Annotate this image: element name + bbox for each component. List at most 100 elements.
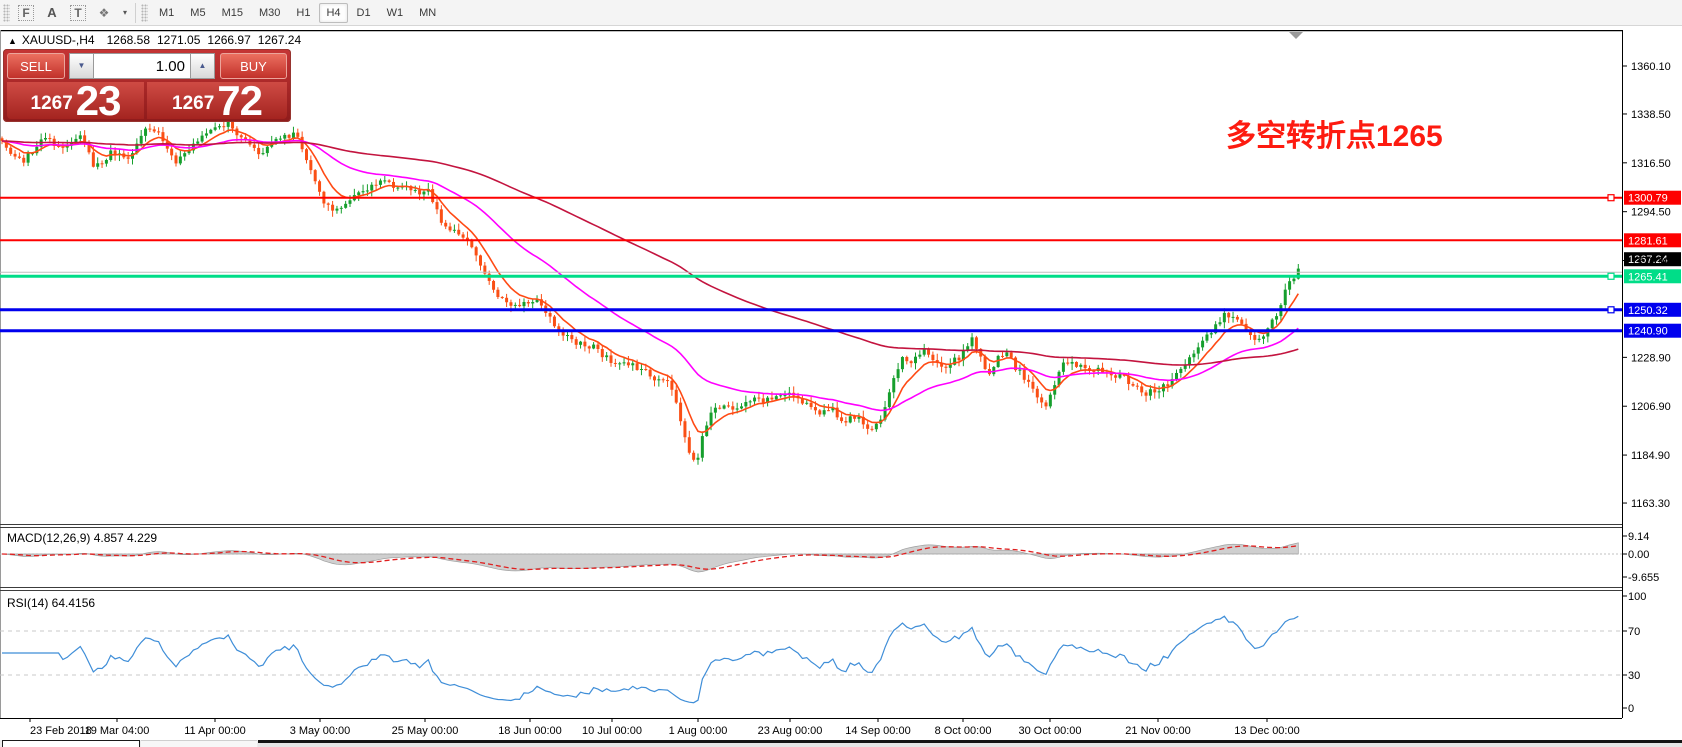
buy-price-big-digits: 72 xyxy=(217,77,263,124)
time-tick-label: 11 Apr 00:00 xyxy=(184,725,246,737)
rsi-line xyxy=(2,615,1299,704)
price-tag-label: 1300.79 xyxy=(1628,193,1668,205)
rsi-tick-label: 0 xyxy=(1628,703,1634,715)
hline-handle[interactable] xyxy=(1607,272,1615,280)
arrows-dropdown-icon[interactable]: ▾ xyxy=(122,8,127,17)
price-tick-label: 1294.50 xyxy=(1631,207,1671,219)
macd-signal-line xyxy=(1,544,1299,571)
sell-price-big-digits: 23 xyxy=(75,77,122,124)
price-tick-label: 1206.90 xyxy=(1631,401,1671,413)
price-axis[interactable]: 1300.79 1281.61 1267.24 1265.41 1250.32 1240.… xyxy=(1622,61,1681,510)
price-tag-label: 1250.32 xyxy=(1628,305,1668,317)
rsi-label: RSI(14) 64.4156 xyxy=(7,596,95,610)
toolbar: F A T ❖ ▾ M1 M5 M15 M30 H1 H4 D1 W1 MN xyxy=(0,0,1682,26)
timeframe-button-m15[interactable]: M15 xyxy=(221,6,243,19)
ohlc-close: 1267.24 xyxy=(257,33,302,47)
chart-canvas[interactable]: MACD(12,26,9) 4.857 4.229 9.14 0.00 -9.655 R… xyxy=(0,30,1682,747)
time-tick-label: 23 Feb 2018 xyxy=(30,725,92,737)
rsi-panel: RSI(14) 64.4156 100 70 30 0 xyxy=(0,591,1646,715)
chart-tabs-bar xyxy=(0,740,1682,747)
price-tag xyxy=(1624,252,1681,267)
sell-button[interactable]: SELL xyxy=(7,53,65,79)
price-tick-label: 1316.50 xyxy=(1631,158,1671,170)
horizontal-lines xyxy=(0,194,1622,333)
volume-input[interactable] xyxy=(93,53,191,79)
macd-tick-label: -9.655 xyxy=(1628,572,1659,584)
ma-line-8 xyxy=(1,129,1299,434)
price-tick-label: 1163.30 xyxy=(1631,498,1670,510)
macd-histogram-area xyxy=(1,542,1299,573)
timeframe-button-m5[interactable]: M5 xyxy=(190,6,206,19)
timeframe-button-w1[interactable]: W1 xyxy=(386,6,404,19)
price-tick-label: 1184.90 xyxy=(1631,450,1670,462)
price-tick-label: 1228.90 xyxy=(1631,352,1671,364)
time-tick-label: 18 Jun 00:00 xyxy=(498,725,562,737)
ohlc-low: 1266.97 xyxy=(207,33,251,47)
rsi-tick-label: 70 xyxy=(1628,626,1640,638)
symbol-ohlc-line: ▲ XAUUSD-,H4 1268.58 1271.05 1266.97 1267.24 xyxy=(8,33,308,47)
price-tick-label: 1360.10 xyxy=(1631,61,1671,73)
price-tag-label: 1240.90 xyxy=(1628,326,1668,338)
ma-line-120 xyxy=(1,140,1299,366)
macd-label: MACD(12,26,9) 4.857 4.229 xyxy=(7,531,157,545)
chart-shift-marker-icon[interactable] xyxy=(1289,32,1303,39)
price-tag xyxy=(1624,233,1681,248)
macd-panel: MACD(12,26,9) 4.857 4.229 9.14 0.00 -9.655 xyxy=(0,531,1659,584)
time-tick-label: 21 Nov 00:00 xyxy=(1125,725,1190,737)
timeframe-toolbar: M1 M5 M15 M30 H1 H4 D1 W1 MN xyxy=(151,2,444,23)
macd-tick-label: 9.14 xyxy=(1628,531,1649,543)
fibonacci-tool-icon[interactable]: F xyxy=(15,3,37,23)
rsi-tick-label: 100 xyxy=(1628,591,1646,603)
text-tool-icon[interactable]: A xyxy=(47,5,57,20)
buy-button[interactable]: BUY xyxy=(220,53,287,79)
time-tick-label: 25 May 00:00 xyxy=(392,725,459,737)
text-label-tool-glyph: T xyxy=(70,4,86,21)
chart-tab[interactable] xyxy=(141,740,257,747)
timeframe-button-m30[interactable]: M30 xyxy=(258,6,281,19)
ohlc-open: 1268.58 xyxy=(106,33,150,47)
price-tag xyxy=(1624,190,1681,205)
chart-tab[interactable] xyxy=(2,740,140,747)
price-tag-label: 1267.24 xyxy=(1628,254,1668,266)
time-tick-label: 19 Mar 04:00 xyxy=(85,725,150,737)
price-tag-label: 1281.61 xyxy=(1628,235,1668,247)
timeframe-button-m1[interactable]: M1 xyxy=(159,6,175,19)
timeframe-button-mn[interactable]: MN xyxy=(419,6,437,19)
timeframe-button-h4[interactable]: H4 xyxy=(319,2,348,23)
up-triangle-icon: ▲ xyxy=(8,36,17,46)
price-tick-label: 1338.50 xyxy=(1631,109,1671,121)
timeframe-button-d1[interactable]: D1 xyxy=(356,6,371,19)
symbol-name: XAUUSD-,H4 xyxy=(21,33,95,47)
moving-averages xyxy=(1,129,1299,434)
text-label-tool-icon[interactable]: T xyxy=(67,3,89,23)
time-tick-label: 13 Dec 00:00 xyxy=(1234,725,1299,737)
buy-price-prefix: 1267 xyxy=(172,93,215,114)
hline-handle[interactable] xyxy=(1607,306,1615,314)
line-studies-toolbar: F A T ❖ ▾ xyxy=(13,3,133,23)
time-tick-label: 14 Sep 00:00 xyxy=(845,725,910,737)
toolbar-grip[interactable] xyxy=(3,3,10,22)
volume-decrease-button[interactable]: ▼ xyxy=(69,53,94,79)
price-tick-label: 1272.50 xyxy=(1631,256,1671,268)
chart-window: MACD(12,26,9) 4.857 4.229 9.14 0.00 -9.655 R… xyxy=(0,30,1682,747)
volume-increase-button[interactable]: ▲ xyxy=(190,53,215,79)
sell-price-panel[interactable]: 1267 23 xyxy=(7,77,144,124)
hline-handle[interactable] xyxy=(1607,194,1615,202)
timeframe-button-h1[interactable]: H1 xyxy=(296,6,311,19)
timeframe-toolbar-grip[interactable] xyxy=(141,3,148,22)
arrows-tool-icon[interactable]: ❖ xyxy=(98,5,110,20)
macd-tick-label: 0.00 xyxy=(1628,549,1649,561)
candles xyxy=(0,115,1300,465)
ohlc-high: 1271.05 xyxy=(157,33,201,47)
buy-price-panel[interactable]: 1267 72 xyxy=(147,77,287,124)
time-tick-label: 10 Jul 00:00 xyxy=(582,725,642,737)
panel-frames xyxy=(0,30,1623,719)
chart-text-annotation[interactable]: 多空转折点1265 xyxy=(1226,120,1443,153)
toolbar-separator xyxy=(135,2,136,23)
price-tag xyxy=(1624,269,1681,284)
chart-tab[interactable] xyxy=(258,740,1682,747)
fibonacci-tool-glyph: F xyxy=(18,4,34,21)
